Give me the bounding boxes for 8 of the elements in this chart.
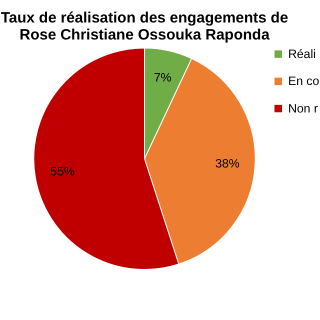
text: Taux de réalisation des engagements de (0, 10, 288, 27)
legend-label: Réali (288, 46, 316, 61)
data-label: 38% (215, 156, 240, 171)
data-label: 7% (154, 70, 172, 84)
legend-label: En co (288, 74, 320, 88)
data-label: 55% (50, 164, 75, 179)
legend-label: Non r (288, 101, 318, 116)
text: Rose Christiane Ossouka Raponda (19, 26, 270, 44)
